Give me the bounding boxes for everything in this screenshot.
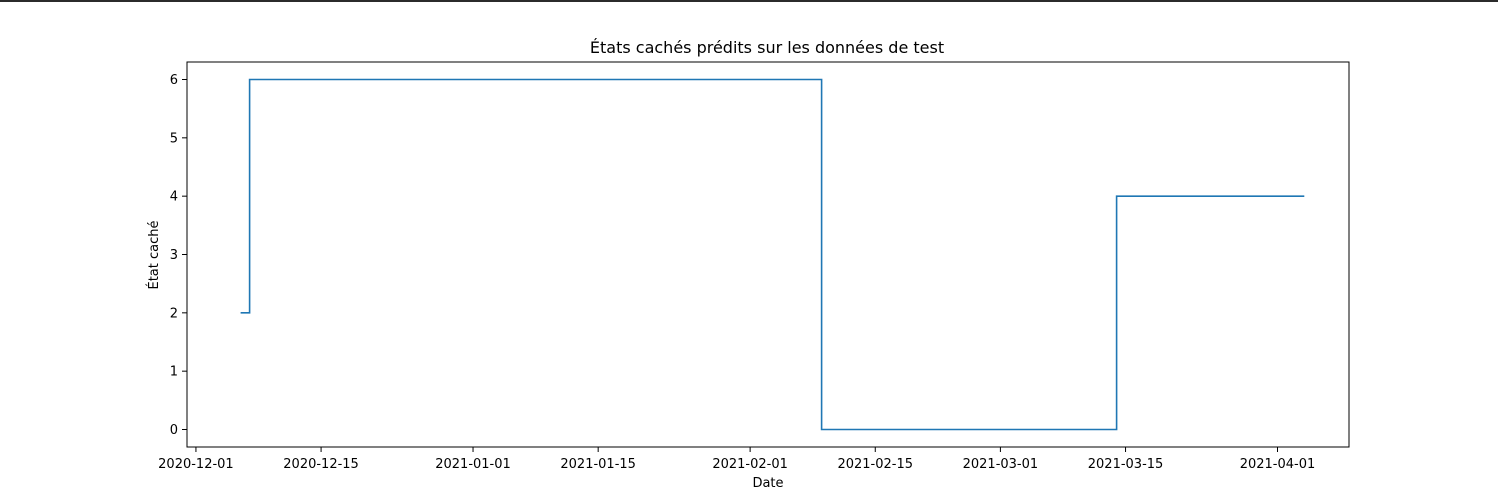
- x-axis-label: Date: [752, 476, 783, 491]
- x-tick-label: 2021-01-01: [435, 457, 511, 472]
- y-axis-label: État caché: [146, 220, 162, 289]
- y-tick-label: 4: [170, 190, 178, 205]
- x-tick-label: 2021-02-01: [712, 457, 788, 472]
- y-tick-label: 1: [170, 365, 178, 380]
- y-tick-label: 6: [170, 73, 178, 88]
- x-tick-label: 2021-03-01: [963, 457, 1039, 472]
- x-tick-label: 2020-12-15: [283, 457, 359, 472]
- x-tick-label: 2020-12-01: [158, 457, 234, 472]
- x-tick-label: 2021-04-01: [1240, 457, 1316, 472]
- x-tick-label: 2021-02-15: [837, 457, 913, 472]
- x-tick-label: 2021-03-15: [1088, 457, 1164, 472]
- y-tick-label: 3: [170, 248, 178, 263]
- plot-frame: [186, 61, 1350, 448]
- window-top-border: [0, 0, 1498, 2]
- y-tick-label: 5: [170, 131, 178, 146]
- y-tick-label: 0: [170, 423, 178, 438]
- series-line: [240, 78, 1305, 431]
- chart-title: États cachés prédits sur les données de …: [590, 38, 944, 57]
- y-tick-label: 2: [170, 306, 178, 321]
- x-tick-label: 2021-01-15: [560, 457, 636, 472]
